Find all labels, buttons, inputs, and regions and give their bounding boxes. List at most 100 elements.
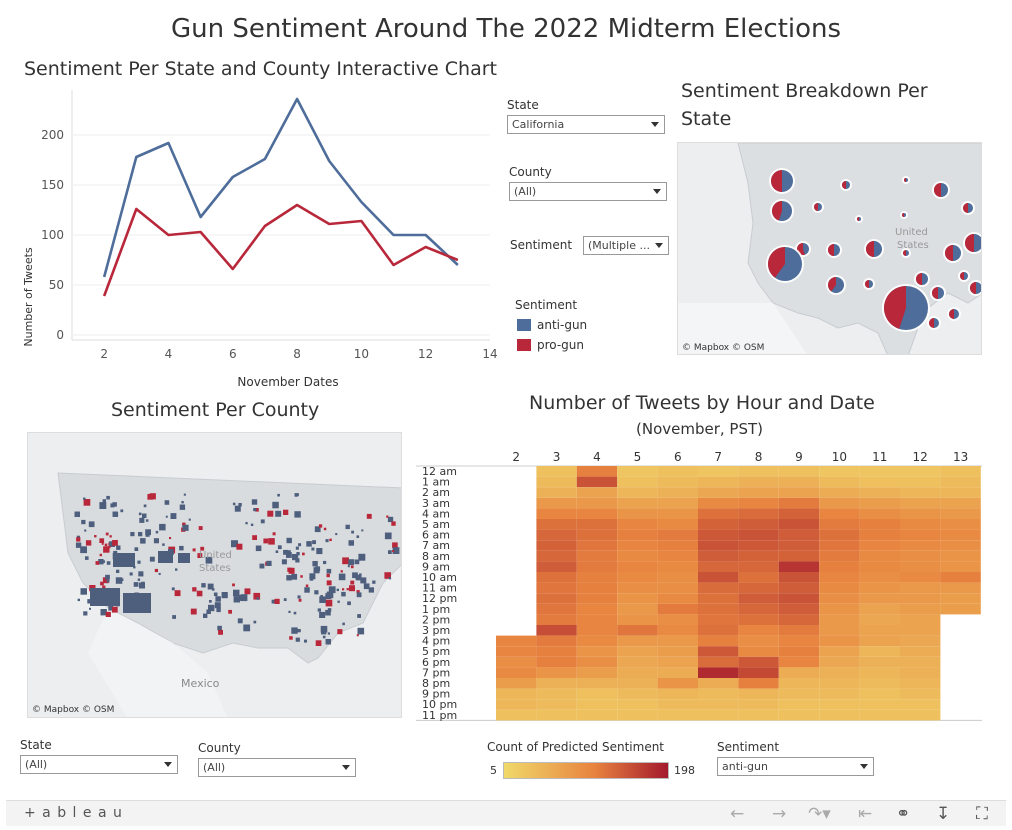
county-region[interactable]	[138, 532, 143, 537]
county-region[interactable]	[337, 600, 340, 603]
county-region[interactable]	[283, 549, 288, 555]
heatmap-cell[interactable]	[940, 487, 981, 498]
heatmap-cell[interactable]	[778, 656, 820, 668]
county-region[interactable]	[102, 560, 105, 563]
heatmap-cell[interactable]	[859, 688, 900, 700]
county-region[interactable]	[302, 552, 305, 556]
county-region[interactable]	[340, 570, 343, 573]
county-region[interactable]	[281, 559, 287, 565]
county-region[interactable]	[108, 605, 114, 611]
heatmap-cell[interactable]	[940, 593, 981, 604]
county-region[interactable]	[366, 513, 372, 519]
county-region[interactable]	[368, 587, 374, 593]
county-region[interactable]	[104, 543, 108, 547]
heatmap-cell[interactable]	[617, 667, 658, 678]
heatmap-cell[interactable]	[900, 709, 941, 721]
county-region[interactable]	[361, 529, 364, 532]
county-region[interactable]	[158, 572, 161, 575]
county-region[interactable]	[289, 636, 293, 640]
county-region[interactable]	[228, 609, 232, 614]
heatmap-cell[interactable]	[819, 678, 860, 689]
county-region[interactable]	[295, 558, 300, 563]
heatmap-cell[interactable]	[576, 540, 618, 551]
heatmap-cell[interactable]	[698, 519, 739, 530]
heatmap-cell[interactable]	[859, 593, 900, 604]
county-region[interactable]	[356, 634, 359, 637]
state-pie[interactable]	[902, 176, 910, 184]
county-region[interactable]	[232, 583, 235, 587]
heatmap-cell[interactable]	[536, 519, 577, 530]
heatmap-cell[interactable]	[778, 572, 820, 583]
county-region[interactable]	[355, 574, 362, 581]
heatmap-cell[interactable]	[859, 582, 900, 594]
heatmap-cell[interactable]	[617, 699, 658, 710]
heatmap-cell[interactable]	[657, 497, 698, 509]
county-region[interactable]	[89, 607, 91, 610]
heatmap-cell[interactable]	[617, 487, 658, 498]
heatmap-cell[interactable]	[778, 635, 820, 647]
heatmap-sentiment-filter-dropdown[interactable]: anti-gun	[717, 757, 874, 776]
county-region[interactable]	[349, 585, 355, 592]
county-region[interactable]	[190, 608, 197, 615]
heatmap-cell[interactable]	[859, 550, 900, 562]
county-region[interactable]	[387, 516, 394, 523]
heatmap-cell[interactable]	[576, 688, 618, 700]
heatmap-cell[interactable]	[859, 656, 900, 668]
county-region[interactable]	[386, 515, 389, 518]
heatmap-cell[interactable]	[819, 593, 860, 604]
heatmap-cell[interactable]	[778, 603, 820, 615]
county-region[interactable]	[329, 538, 332, 542]
heatmap-cell[interactable]	[738, 519, 779, 530]
county-region[interactable]	[90, 588, 120, 606]
heatmap-cell[interactable]	[657, 572, 698, 583]
heatmap-cell[interactable]	[536, 635, 577, 647]
county-region[interactable]	[314, 590, 319, 595]
heatmap-cell[interactable]	[859, 572, 900, 583]
county-region[interactable]	[83, 499, 91, 506]
heatmap-cell[interactable]	[698, 699, 739, 710]
heatmap-cell[interactable]	[576, 709, 618, 721]
heatmap-cell[interactable]	[778, 699, 820, 710]
heatmap-cell[interactable]	[617, 529, 658, 541]
heatmap-cell[interactable]	[496, 678, 537, 689]
county-region[interactable]	[105, 611, 111, 617]
county-region[interactable]	[203, 613, 208, 618]
county-region[interactable]	[116, 569, 120, 573]
county-region[interactable]	[139, 582, 145, 589]
county-region[interactable]	[172, 615, 176, 619]
heatmap-cell[interactable]	[617, 646, 658, 657]
county-region[interactable]	[316, 548, 323, 555]
county-region[interactable]	[312, 561, 318, 567]
heatmap-cell[interactable]	[859, 678, 900, 689]
state-pie[interactable]	[930, 285, 946, 301]
heatmap-cell[interactable]	[496, 656, 537, 668]
heatmap-cell[interactable]	[617, 572, 658, 583]
heatmap-cell[interactable]	[940, 508, 981, 519]
county-region[interactable]	[80, 588, 88, 595]
county-region[interactable]	[315, 640, 322, 646]
state-pie[interactable]	[826, 242, 842, 258]
county-region[interactable]	[277, 493, 280, 497]
county-region[interactable]	[74, 511, 81, 518]
heatmap-cell[interactable]	[738, 561, 779, 572]
heatmap-cell[interactable]	[940, 550, 981, 562]
heatmap-cell[interactable]	[900, 487, 941, 498]
heatmap-cell[interactable]	[940, 582, 981, 594]
county-region[interactable]	[352, 572, 358, 579]
county-region[interactable]	[328, 586, 336, 594]
heatmap-cell[interactable]	[738, 667, 779, 678]
heatmap-cell[interactable]	[536, 593, 577, 604]
heatmap-cell[interactable]	[617, 550, 658, 562]
heatmap-cell[interactable]	[900, 582, 941, 594]
heatmap-cell[interactable]	[819, 519, 860, 530]
county-region[interactable]	[355, 560, 358, 564]
hour-date-heatmap[interactable]: 2 3 4 5 6 7 8 9 10 11 12 13 12 am1 am2 am3 am4 am5 …	[416, 446, 982, 730]
heatmap-cell[interactable]	[778, 614, 820, 625]
county-region[interactable]	[296, 493, 300, 496]
county-region[interactable]	[140, 538, 146, 544]
county-region[interactable]	[252, 535, 257, 540]
heatmap-cell[interactable]	[738, 550, 779, 562]
county-region[interactable]	[294, 493, 299, 497]
heatmap-cell[interactable]	[698, 656, 739, 668]
heatmap-cell[interactable]	[900, 476, 941, 488]
